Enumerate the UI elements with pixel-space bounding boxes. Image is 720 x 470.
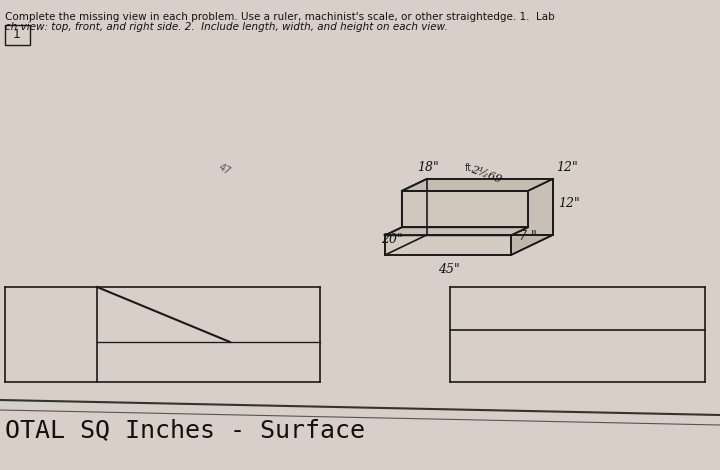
Text: 7 ": 7 " bbox=[519, 230, 536, 243]
Text: ft.: ft. bbox=[465, 163, 475, 173]
Bar bbox=[5, 25, 30, 45]
Text: Complete the missing view in each problem. Use a ruler, machinist's scale, or ot: Complete the missing view in each proble… bbox=[5, 12, 554, 22]
Polygon shape bbox=[402, 191, 528, 227]
Text: 18": 18" bbox=[417, 161, 438, 174]
Text: 1: 1 bbox=[13, 28, 21, 40]
Polygon shape bbox=[385, 227, 528, 235]
Text: OTAL SQ Inches - Surface: OTAL SQ Inches - Surface bbox=[5, 418, 365, 442]
Text: 45": 45" bbox=[438, 263, 460, 276]
Polygon shape bbox=[427, 179, 553, 235]
Polygon shape bbox=[511, 179, 553, 255]
Text: ch view: top, front, and right side. 2.  Include length, width, and height on ea: ch view: top, front, and right side. 2. … bbox=[5, 22, 448, 32]
Text: 12": 12" bbox=[558, 197, 580, 210]
Polygon shape bbox=[385, 235, 511, 255]
Text: 12": 12" bbox=[556, 161, 577, 174]
Polygon shape bbox=[402, 179, 553, 191]
Text: 47: 47 bbox=[217, 162, 233, 177]
Text: 20": 20" bbox=[381, 233, 402, 246]
Polygon shape bbox=[385, 179, 427, 255]
Text: 2½69: 2½69 bbox=[469, 164, 503, 185]
